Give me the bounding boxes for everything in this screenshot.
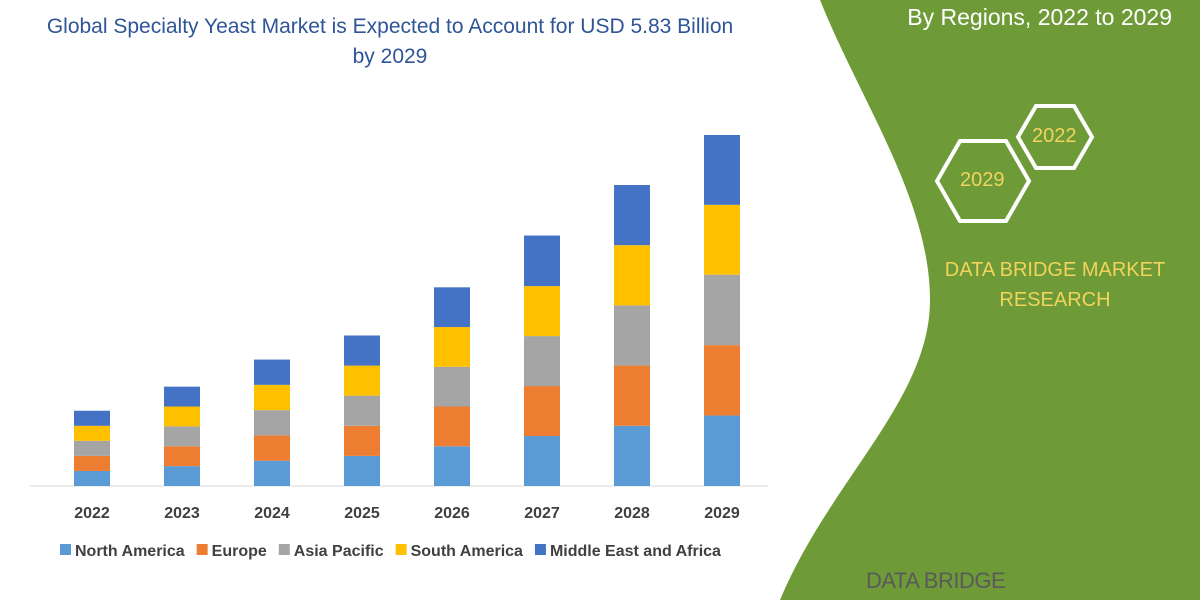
- legend-label: Middle East and Africa: [550, 543, 721, 560]
- legend-label: North America: [75, 543, 185, 560]
- bar-segment: [524, 235, 560, 287]
- x-tick-label: 2026: [434, 505, 470, 522]
- bar-segment: [254, 410, 290, 436]
- bar-segment: [524, 336, 560, 387]
- x-tick-label: 2024: [254, 505, 290, 522]
- bar-segment: [434, 366, 470, 407]
- bar-segment: [704, 415, 740, 486]
- bar-segment: [74, 425, 110, 441]
- chart-title: Global Specialty Yeast Market is Expecte…: [46, 15, 734, 68]
- hexagon-2029: [934, 139, 1032, 223]
- bar-segment: [344, 335, 380, 366]
- x-tick-label: 2028: [614, 505, 650, 522]
- legend-swatch: [60, 544, 71, 555]
- logo: DATA BRIDGE: [866, 568, 1006, 594]
- bar-segment: [164, 426, 200, 447]
- bar-segment: [614, 365, 650, 426]
- bar-segment: [434, 287, 470, 328]
- side-title: By Regions, 2022 to 2029: [907, 4, 1172, 30]
- bar-segment: [74, 470, 110, 486]
- x-tick-label: 2025: [344, 505, 380, 522]
- x-tick-label: 2023: [164, 505, 200, 522]
- legend-swatch: [196, 544, 208, 555]
- bar-segment: [164, 406, 200, 427]
- bar-segment: [344, 455, 380, 486]
- bar-segment: [254, 359, 290, 385]
- bar-segment: [434, 406, 470, 447]
- legend-label: South America: [411, 543, 523, 560]
- legend-swatch: [278, 544, 290, 555]
- bar-segment: [344, 425, 380, 456]
- x-tick-label: 2029: [704, 505, 740, 522]
- bar-segment: [254, 460, 290, 486]
- green-panel: [780, 0, 1200, 600]
- legend-swatch: [395, 544, 407, 555]
- hexagon-label-2029: 2029: [960, 169, 1005, 191]
- logo-text: DATA BRIDGE: [866, 568, 1006, 593]
- bar-segment: [614, 305, 650, 366]
- hexagons: [934, 104, 1095, 223]
- bar-segment: [164, 446, 200, 467]
- legend-label: Asia Pacific: [294, 543, 384, 560]
- bar-segment: [74, 440, 110, 456]
- bar-segment: [524, 436, 560, 486]
- bar-segment: [254, 384, 290, 411]
- x-tick-label: 2022: [74, 505, 110, 522]
- bar-segment: [344, 365, 380, 396]
- bar-segment: [614, 184, 650, 246]
- bar-segment: [434, 327, 470, 367]
- bar-segment: [704, 274, 740, 346]
- bar-segment: [524, 386, 560, 437]
- x-tick-label: 2027: [524, 505, 560, 522]
- legend-swatch: [534, 544, 546, 555]
- bar-segment: [704, 345, 740, 416]
- bar-segment: [344, 395, 380, 426]
- bar-segment: [434, 446, 470, 486]
- hexagon-2022: [1015, 104, 1095, 170]
- bar-segment: [614, 425, 650, 486]
- bar-segment: [704, 204, 740, 275]
- bar-segment: [74, 455, 110, 471]
- bar-segment: [164, 386, 200, 407]
- legend-label: Europe: [212, 543, 267, 560]
- bar-segment: [164, 466, 200, 486]
- brand-text: DATA BRIDGE MARKET RESEARCH: [944, 259, 1166, 311]
- bar-segment: [74, 410, 110, 426]
- bar-segment: [614, 245, 650, 306]
- bar-segment: [254, 435, 290, 461]
- bar-segment: [524, 286, 560, 337]
- hexagon-label-2022: 2022: [1032, 125, 1077, 147]
- bar-segment: [704, 135, 740, 205]
